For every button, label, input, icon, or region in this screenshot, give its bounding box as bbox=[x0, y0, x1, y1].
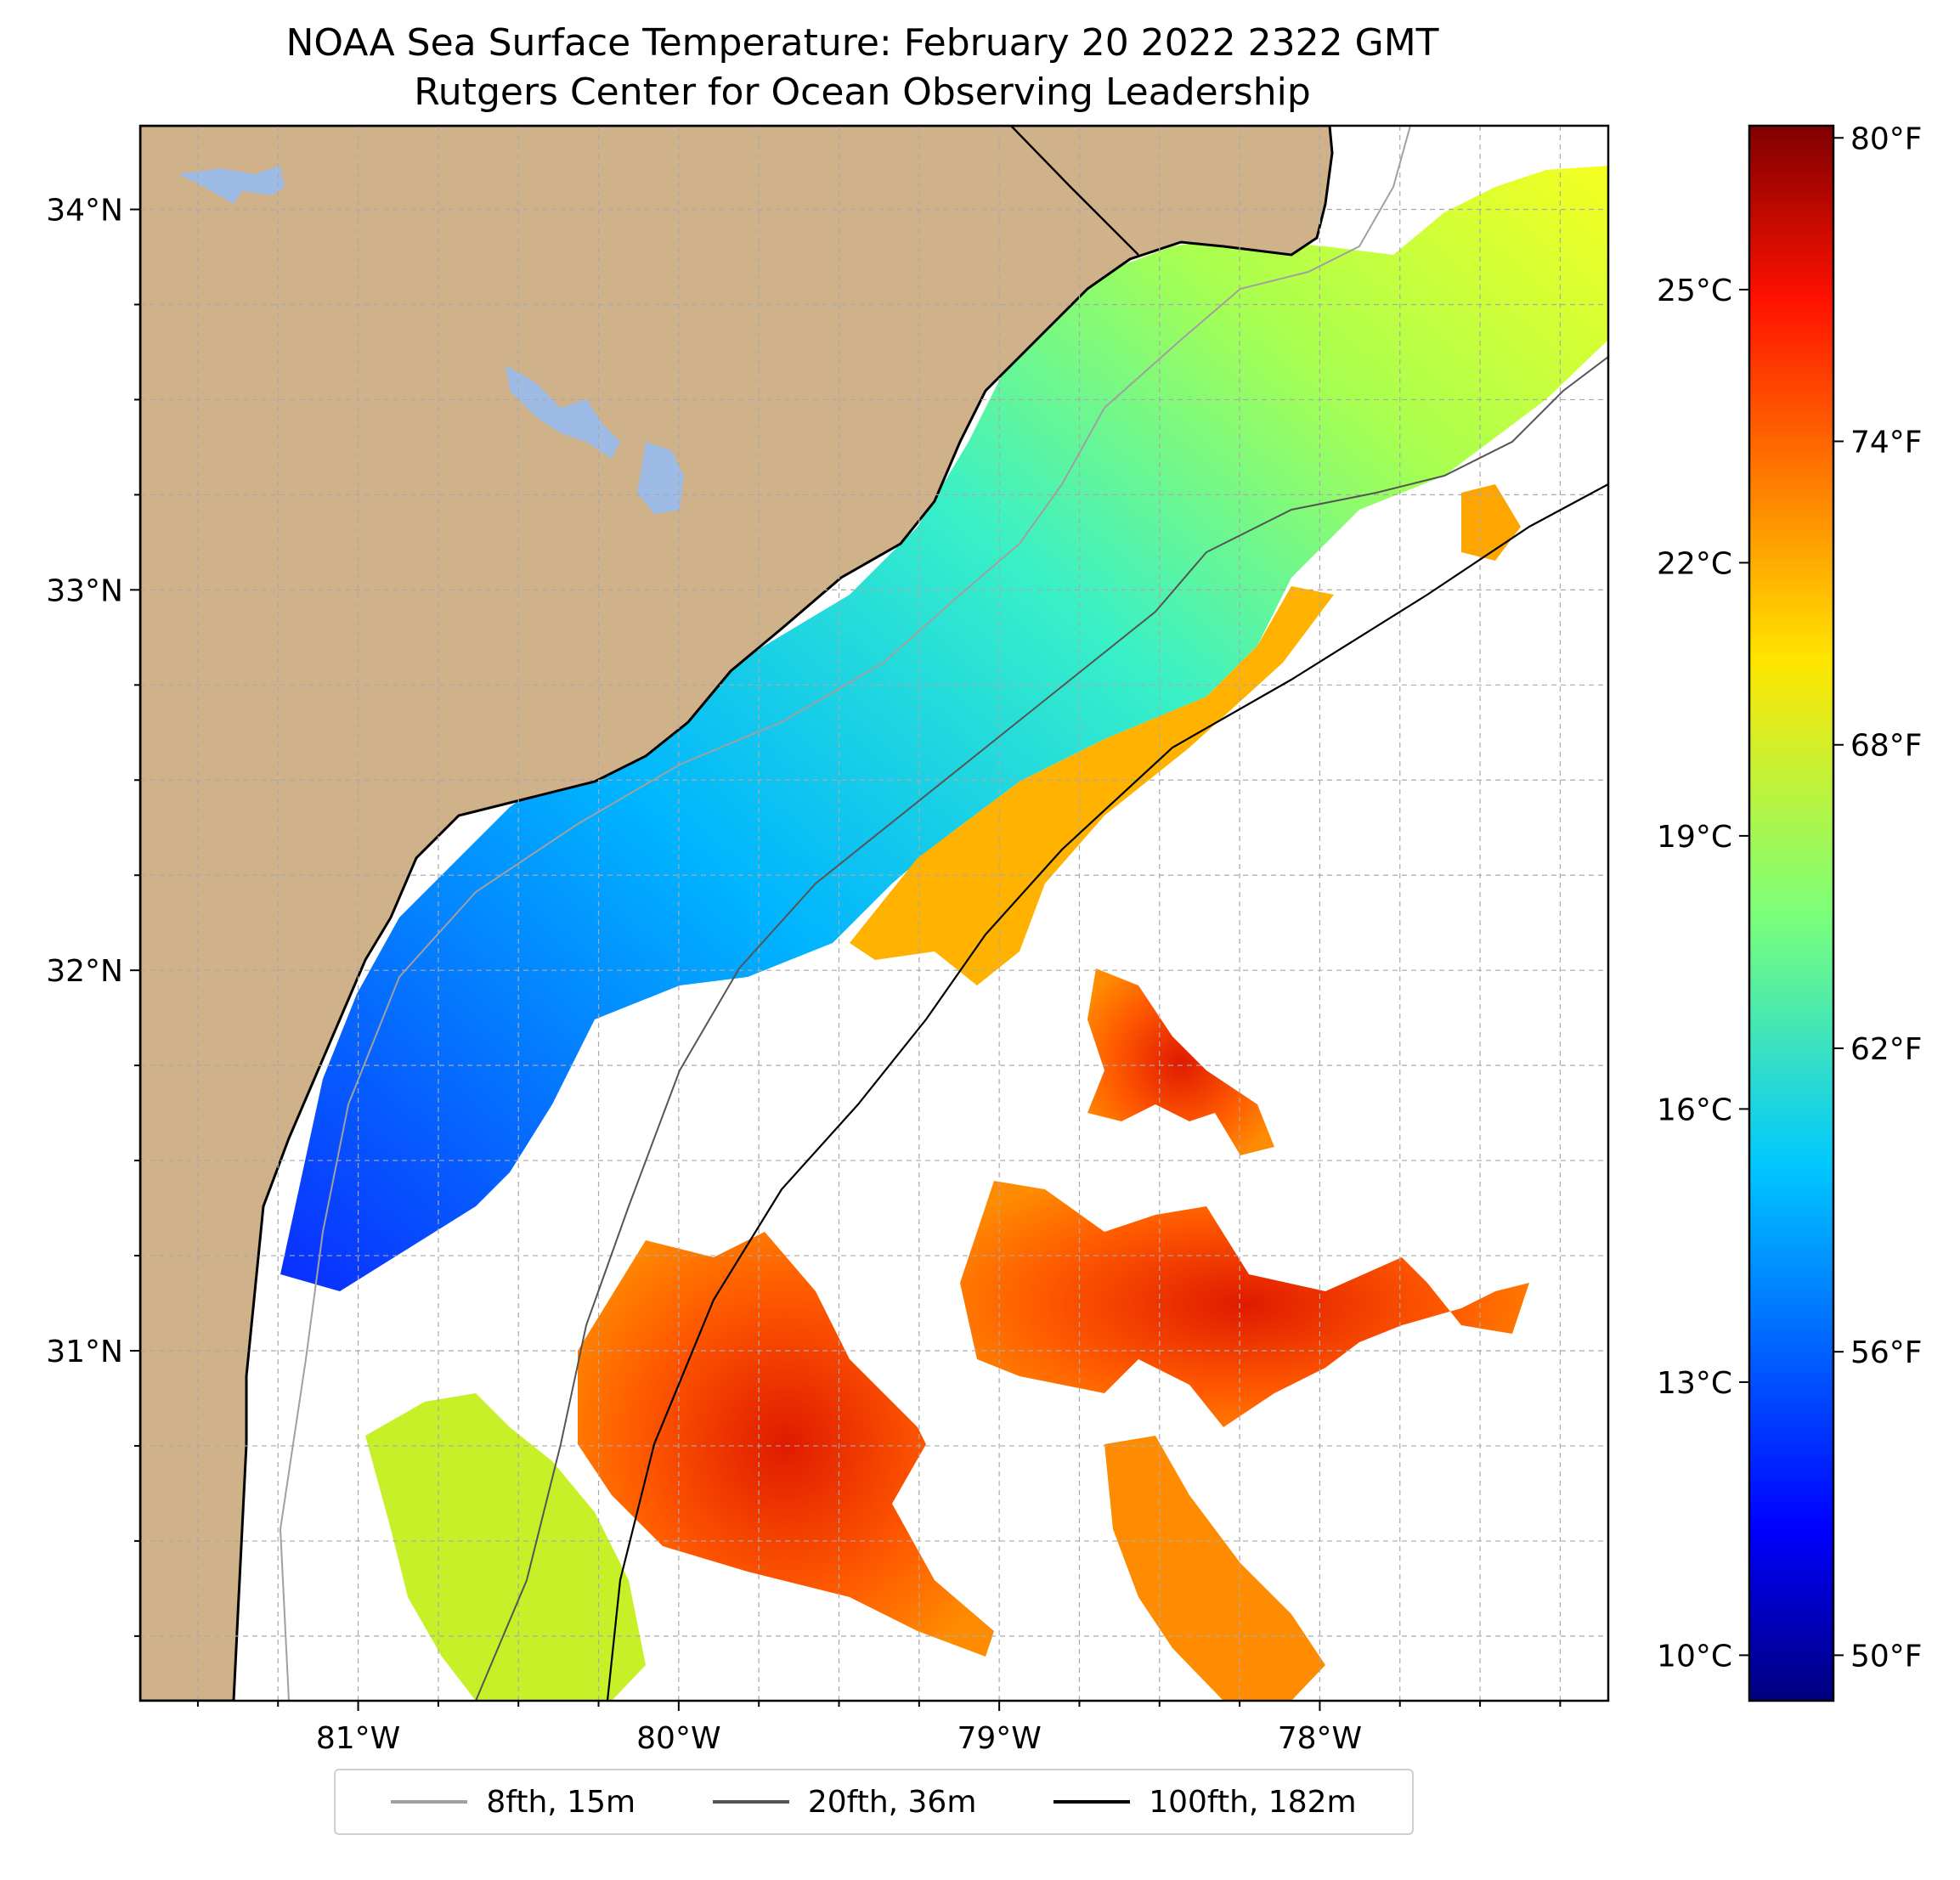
legend-item-8fth: 8fth, 15m bbox=[391, 1785, 635, 1820]
sst-warm-patch-south bbox=[578, 1232, 994, 1657]
sst-shelf-cold-band bbox=[280, 166, 1608, 1291]
lat-axis: 31°N 32°N 33°N 34°N bbox=[46, 194, 140, 1637]
map-frame bbox=[138, 124, 1610, 1702]
isobath-36m bbox=[475, 356, 1608, 1701]
sst-warm-patch-east bbox=[960, 1181, 1529, 1427]
colorbar-fahrenheit-label: 74°F bbox=[1850, 426, 1923, 460]
isobath-legend: 8fth, 15m 20fth, 36m 100fth, 182m bbox=[334, 1769, 1414, 1835]
sst-field bbox=[280, 166, 1608, 1701]
sst-warm-front bbox=[850, 586, 1334, 985]
colorbar: 10°C 13°C 16°C 19°C 22°C 25°C 50°F 56°F 62°F 68°… bbox=[1657, 121, 1923, 1702]
lat-tick-label: 34°N bbox=[46, 194, 123, 229]
colorbar-celsius-label: 19°C bbox=[1657, 820, 1732, 855]
lat-tick-label: 31°N bbox=[46, 1335, 123, 1369]
legend-swatch-8fth bbox=[391, 1800, 468, 1804]
colorbar-celsius-label: 25°C bbox=[1657, 274, 1732, 308]
lake-3 bbox=[637, 442, 684, 514]
lat-tick-label: 32°N bbox=[46, 954, 123, 989]
colorbar-celsius-label: 10°C bbox=[1657, 1639, 1732, 1674]
colorbar-gradient bbox=[1748, 124, 1835, 1702]
isobath-182m bbox=[606, 483, 1608, 1701]
map-area bbox=[140, 126, 1608, 1701]
colorbar-fahrenheit-label: 68°F bbox=[1850, 729, 1923, 764]
lake-1 bbox=[178, 166, 285, 204]
legend-swatch-100fth bbox=[1053, 1800, 1131, 1804]
colorbar-fahrenheit-label: 56°F bbox=[1850, 1335, 1923, 1370]
lake-2 bbox=[506, 365, 620, 459]
colorbar-fahrenheit-label: 80°F bbox=[1850, 121, 1923, 156]
lon-tick-label: 80°W bbox=[636, 1721, 720, 1756]
colorbar-celsius-label: 16°C bbox=[1657, 1092, 1732, 1127]
colorbar-fahrenheit-ticks: 50°F 56°F 62°F 68°F 74°F 80°F bbox=[1833, 121, 1923, 1674]
isobath-lines bbox=[279, 126, 1608, 1701]
colorbar-fahrenheit-label: 62°F bbox=[1850, 1032, 1923, 1067]
sst-warm-patch-center bbox=[1087, 968, 1274, 1155]
title-line-1: NOAA Sea Surface Temperature: February 2… bbox=[285, 21, 1439, 65]
colorbar-celsius-ticks: 10°C 13°C 16°C 19°C 22°C 25°C bbox=[1657, 274, 1749, 1674]
legend-item-20fth: 20fth, 36m bbox=[712, 1784, 977, 1820]
gridlines bbox=[140, 126, 1608, 1701]
sst-green-patch-southwest bbox=[365, 1393, 646, 1701]
lakes bbox=[178, 166, 684, 514]
state-border bbox=[1010, 126, 1139, 256]
colorbar-fahrenheit-label: 50°F bbox=[1850, 1639, 1923, 1674]
title-line-2: Rutgers Center for Ocean Observing Leade… bbox=[414, 71, 1311, 114]
legend-swatch-20fth bbox=[712, 1800, 789, 1804]
legend-item-100fth: 100fth, 182m bbox=[1053, 1784, 1357, 1820]
colorbar-celsius-label: 13°C bbox=[1657, 1366, 1732, 1401]
lon-tick-label: 78°W bbox=[1278, 1721, 1362, 1756]
isobath-15m bbox=[279, 126, 1411, 1701]
map-title: NOAA Sea Surface Temperature: February 2… bbox=[0, 19, 1725, 117]
legend-label-100fth: 100fth, 182m bbox=[1149, 1784, 1357, 1820]
lon-tick-label: 81°W bbox=[316, 1721, 400, 1756]
lon-tick-label: 79°W bbox=[957, 1721, 1041, 1756]
legend-label-8fth: 8fth, 15m bbox=[486, 1784, 636, 1820]
colorbar-celsius-label: 22°C bbox=[1657, 546, 1732, 581]
lon-axis: 81°W 80°W 79°W 78°W bbox=[196, 1701, 1562, 1756]
legend-label-20fth: 20fth, 36m bbox=[807, 1784, 977, 1820]
lat-tick-label: 33°N bbox=[46, 573, 123, 608]
